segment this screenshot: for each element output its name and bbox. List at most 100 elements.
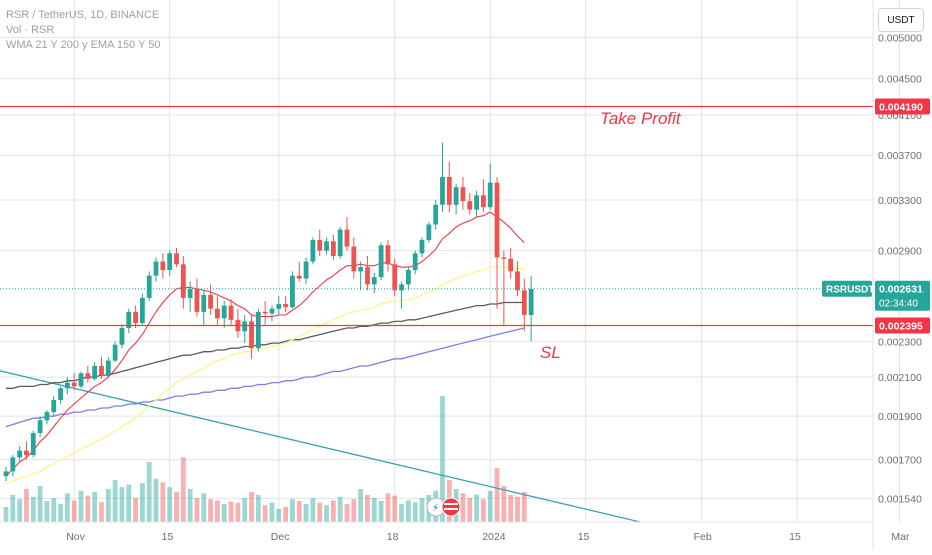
volume-bar <box>474 494 479 522</box>
y-tick-label: 0.001540 <box>878 493 922 505</box>
volume-bar <box>330 500 336 522</box>
x-tick-label: 15 <box>578 531 590 543</box>
volume-bar <box>92 492 98 522</box>
candle-body <box>160 261 166 270</box>
lightning-icon: ⚡ <box>432 503 439 514</box>
volume-bar <box>51 498 57 522</box>
x-tick-label: Nov <box>66 531 85 543</box>
volume-bar <box>208 499 213 522</box>
last-price-tag-bg <box>875 280 930 311</box>
y-tick-label: 0.001900 <box>878 411 922 423</box>
volume-bar <box>221 504 227 522</box>
candle-body <box>405 269 411 285</box>
volume-bar <box>235 502 241 522</box>
volume-bar <box>276 508 282 522</box>
candle-body <box>119 327 125 345</box>
volume-bar <box>296 501 302 522</box>
volume-bar <box>365 495 370 522</box>
candle-body <box>440 176 445 205</box>
candle-body <box>112 344 118 361</box>
y-tick-label: 0.002900 <box>878 246 922 258</box>
symbol-label-bg <box>822 280 872 297</box>
volume-bar <box>310 498 316 522</box>
candle-body <box>283 304 289 308</box>
last-price-tag: 0.002631 <box>879 284 923 296</box>
x-tick-label: 15 <box>162 531 174 543</box>
candle-body <box>187 288 193 298</box>
volume-bar <box>467 498 473 522</box>
volume-bar <box>194 498 200 522</box>
candle-body <box>358 267 364 272</box>
volume-bar <box>85 495 91 522</box>
volume-bar <box>105 489 111 522</box>
volume-bar <box>378 501 384 522</box>
candle-body <box>215 308 220 319</box>
candle-body <box>521 290 527 316</box>
y-tick-label: 0.002300 <box>878 336 922 348</box>
legend-indicator: WMA 21 Y 200 y EMA 150 Y 50 <box>6 39 161 51</box>
take-profit-tag-bg <box>875 98 930 115</box>
stop-loss-tag-bg <box>875 317 930 334</box>
candle-body <box>494 182 500 258</box>
volume-bar <box>290 499 295 522</box>
volume-bar <box>508 495 514 522</box>
volume-bar <box>242 498 248 522</box>
candle-body <box>508 258 514 272</box>
volume-bar <box>174 492 179 522</box>
candle-body <box>419 239 425 254</box>
us-flag-stripe <box>444 503 458 505</box>
volume-bar <box>44 501 50 522</box>
candle-body <box>3 471 9 477</box>
y-tick-label: 0.002100 <box>878 372 922 384</box>
y-tick-label: 0.004500 <box>878 74 922 86</box>
volume-bar <box>392 495 398 522</box>
stop-loss-label: SL <box>540 343 561 362</box>
volume-bar <box>515 496 520 522</box>
us-flag-icon[interactable] <box>441 497 461 517</box>
candle-body <box>140 297 145 324</box>
candle-body <box>64 382 70 389</box>
volume-bar <box>337 496 343 522</box>
candle-body <box>17 450 23 458</box>
candle-body <box>30 433 36 456</box>
volume-bar <box>419 498 425 522</box>
candle-body <box>99 365 104 376</box>
legend-symbol: RSR / TetherUS, 1D, BINANCE <box>6 9 160 21</box>
candle-body <box>269 308 275 314</box>
volume-bar <box>399 504 404 522</box>
candle-body <box>180 264 186 298</box>
candle-body <box>378 245 384 278</box>
volume-bar <box>303 504 309 522</box>
candle-body <box>412 253 418 270</box>
candle-body <box>460 187 466 202</box>
volume-bar <box>385 493 391 522</box>
candle-body <box>371 277 377 285</box>
volume-bar <box>501 486 507 522</box>
candle-body <box>501 257 507 259</box>
x-tick-label: 18 <box>387 531 399 543</box>
volume-bar <box>146 462 152 522</box>
volume-bar <box>153 478 159 522</box>
volume-bar <box>3 507 9 522</box>
candle-body <box>153 261 159 276</box>
candle-body <box>399 284 404 291</box>
candle-body <box>365 267 370 285</box>
currency-button[interactable]: USDT <box>878 8 924 32</box>
candle-body <box>242 321 248 332</box>
volume-bar <box>283 507 289 522</box>
volume-bar <box>215 500 220 522</box>
candle-body <box>133 311 138 324</box>
volume-bar <box>405 500 411 522</box>
volume-bar <box>460 493 466 522</box>
volume-bar <box>64 493 70 522</box>
volume-bar <box>262 505 268 522</box>
candle-body <box>201 294 207 312</box>
symbol-label: RSRUSDT <box>826 285 874 296</box>
candle-body <box>303 261 309 279</box>
candle-body <box>78 373 84 387</box>
wma200-line <box>5 327 525 428</box>
volume-bar <box>371 498 377 522</box>
take-profit-tag: 0.004190 <box>879 102 923 114</box>
legend-volume: Vol · RSR <box>6 24 55 36</box>
